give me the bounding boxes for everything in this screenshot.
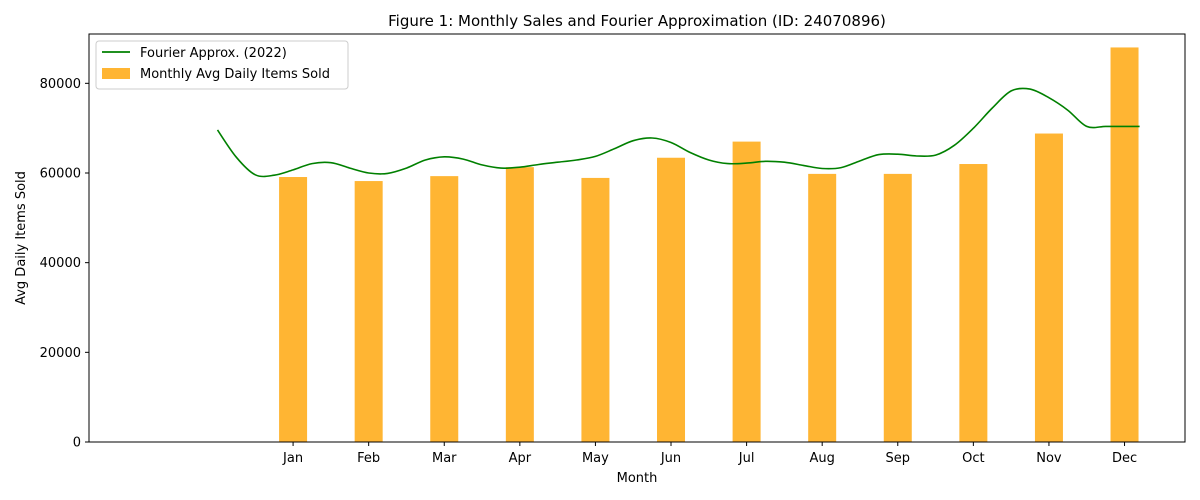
bar-jan	[279, 177, 308, 442]
legend-label-line: Fourier Approx. (2022)	[140, 46, 287, 61]
y-tick-label: 20000	[40, 346, 81, 361]
bar-sep	[883, 173, 912, 442]
plot-frame	[88, 33, 1186, 443]
bar-series	[279, 47, 1139, 443]
x-tick-label: Dec	[1112, 451, 1137, 466]
y-axis-label: Avg Daily Items Sold	[14, 171, 29, 305]
fourier-line	[216, 87, 1140, 178]
bar-jul	[732, 141, 761, 442]
legend-bar-swatch	[102, 68, 130, 79]
x-ticks: Jan Feb Mar Apr May Jun Jul Aug Sep Oct Nov Dec	[282, 442, 1137, 466]
bar-jun	[657, 157, 686, 442]
x-tick-label: Feb	[357, 451, 380, 466]
y-tick-label: 0	[73, 436, 81, 451]
bar-feb	[354, 181, 383, 443]
x-tick-label: Aug	[809, 451, 834, 466]
bar-aug	[808, 173, 837, 442]
x-tick-label: Jun	[660, 451, 681, 466]
bar-may	[581, 177, 610, 442]
x-tick-label: Mar	[432, 451, 457, 466]
y-tick-label: 60000	[40, 166, 81, 181]
chart-title: Figure 1: Monthly Sales and Fourier Appr…	[388, 12, 886, 30]
bar-mar	[430, 176, 459, 442]
legend: Fourier Approx. (2022) Monthly Avg Daily…	[95, 40, 349, 90]
x-tick-label: Nov	[1036, 451, 1062, 466]
y-ticks: 0 20000 40000 60000 80000	[40, 77, 89, 451]
x-tick-label: May	[582, 451, 609, 466]
legend-box	[95, 40, 349, 90]
x-tick-label: Sep	[886, 451, 911, 466]
bar-apr	[505, 167, 534, 442]
bar-nov	[1034, 133, 1063, 443]
bar-dec	[1110, 47, 1139, 442]
x-axis-label: Month	[617, 471, 658, 486]
legend-label-bar: Monthly Avg Daily Items Sold	[140, 67, 330, 82]
y-tick-label: 40000	[40, 256, 81, 271]
axes	[88, 33, 1186, 443]
x-tick-label: Apr	[509, 451, 532, 466]
x-tick-label: Jul	[738, 451, 755, 466]
bar-oct	[959, 164, 988, 442]
y-tick-label: 80000	[40, 77, 81, 92]
x-tick-label: Oct	[962, 451, 984, 466]
x-tick-label: Jan	[282, 451, 303, 466]
